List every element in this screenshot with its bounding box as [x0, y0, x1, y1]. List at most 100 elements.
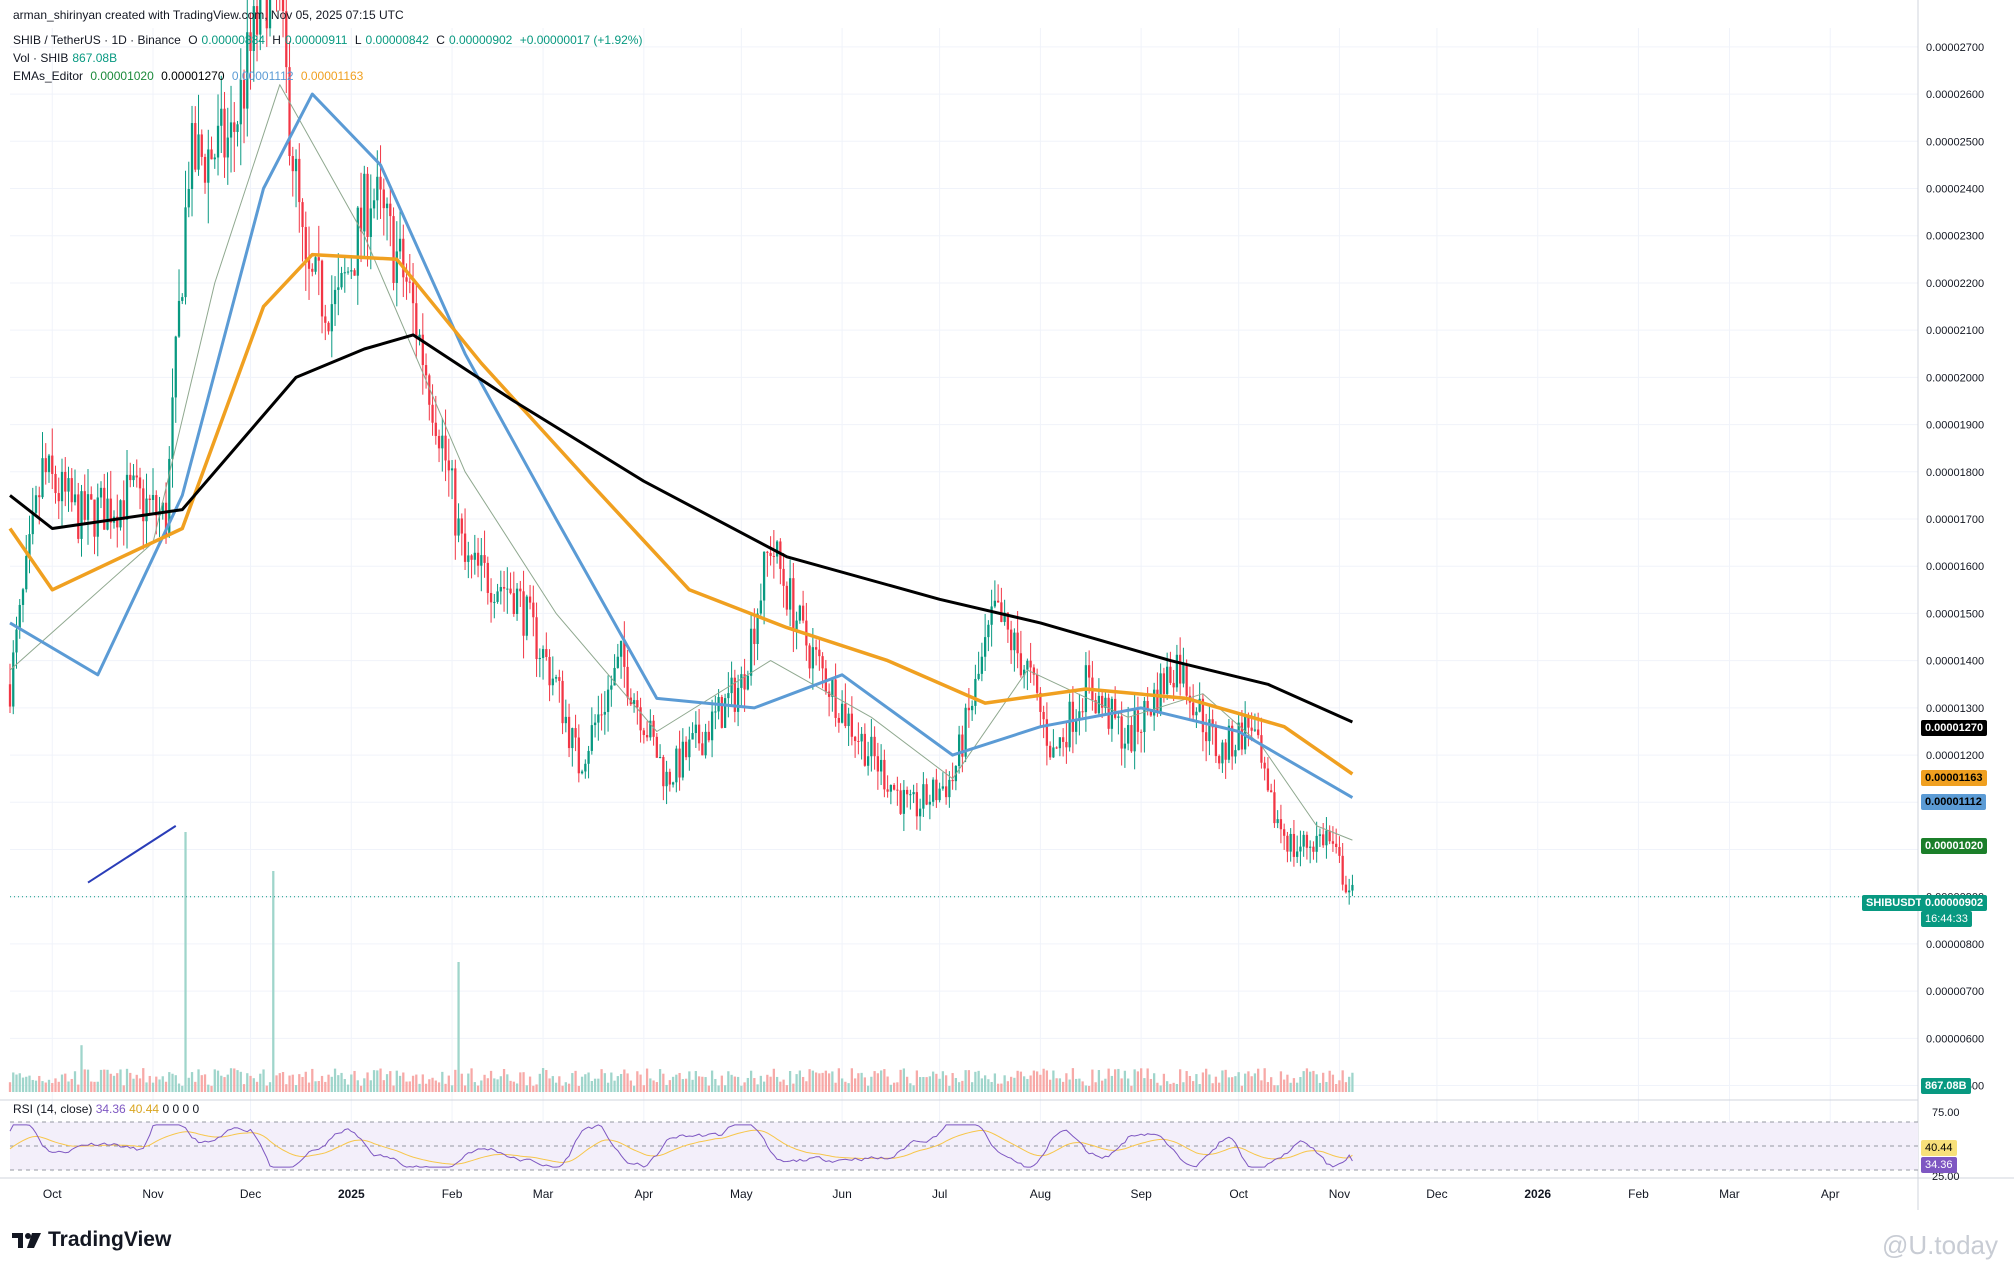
candle-body [837, 717, 840, 723]
volume-bar [343, 1079, 346, 1092]
candle-body [1172, 682, 1175, 688]
candle-body [1166, 666, 1169, 694]
volume-bar [967, 1070, 971, 1092]
volume-bar [1127, 1078, 1130, 1092]
tradingview-logo[interactable]: TradingView [12, 1228, 171, 1252]
volume-bar [129, 1072, 132, 1092]
volume-bar [1146, 1068, 1149, 1092]
candle-body [190, 123, 194, 190]
volume-bar [1016, 1070, 1019, 1092]
candle-body [896, 789, 899, 791]
candle-body [944, 786, 948, 798]
candle-body [369, 208, 372, 237]
volume-bar [899, 1069, 902, 1092]
ema50-line [9, 92, 1354, 799]
candle-body [883, 759, 886, 790]
candle-body [840, 703, 844, 723]
candle-body [109, 498, 112, 523]
volume-bar [25, 1076, 28, 1092]
volume-bar [600, 1069, 603, 1092]
ohlc-high-label: H [272, 33, 281, 47]
volume-bar [866, 1085, 870, 1092]
candle-body [961, 734, 964, 757]
time-tick-label: 2026 [1524, 1187, 1551, 1201]
candle-body [941, 786, 945, 789]
candle-body [1247, 715, 1250, 728]
volume-bar [974, 1071, 977, 1092]
volume-bar [103, 1069, 106, 1092]
volume-bar [512, 1081, 515, 1092]
candle-body [1260, 735, 1263, 763]
volume-bar [782, 1079, 785, 1092]
volume-bar [519, 1072, 522, 1092]
candle-body [1133, 710, 1136, 752]
candle-body [593, 722, 597, 726]
volume-bar [1068, 1079, 1071, 1092]
candle-body [814, 647, 818, 650]
volume-bar [902, 1068, 906, 1092]
volume-bar [1198, 1084, 1201, 1092]
time-tick-label: Apr [634, 1187, 653, 1201]
candle-body [710, 711, 714, 741]
candle-body [64, 471, 67, 492]
candle-body [733, 677, 736, 712]
volume-bar [12, 1072, 15, 1092]
candle-body [727, 693, 730, 699]
volume-bar [818, 1073, 821, 1092]
candle-body [909, 794, 912, 796]
price-tick-label: 0.00002200 [1926, 278, 1984, 290]
volume-bar [424, 1083, 428, 1092]
volume-bar [431, 1077, 434, 1092]
candle-body [499, 587, 502, 592]
volume-bar [382, 1080, 385, 1092]
candle-body [603, 711, 606, 715]
candle-body [1140, 731, 1143, 733]
volume-bar [262, 1069, 265, 1092]
time-tick-label: 2025 [338, 1187, 365, 1201]
volume-bar [762, 1081, 766, 1092]
volume-bar [925, 1077, 928, 1092]
candle-body [694, 724, 697, 734]
candle-body [382, 189, 385, 209]
volume-bar [392, 1085, 395, 1092]
candle-body [951, 779, 954, 782]
candle-body [1214, 727, 1218, 757]
volume-bar [831, 1071, 834, 1092]
candle-body [987, 624, 990, 638]
candle-body [1344, 884, 1348, 893]
volume-bar [1013, 1077, 1016, 1092]
candle-body [905, 789, 909, 795]
volume-bar [561, 1085, 564, 1092]
candle-body [1221, 742, 1224, 764]
candle-body [655, 736, 658, 758]
volume-bar [1312, 1070, 1315, 1092]
candle-body [779, 541, 782, 569]
volume-bar [551, 1076, 554, 1092]
volume-bar [138, 1078, 142, 1092]
candle-body [964, 707, 967, 757]
candle-body [86, 494, 90, 520]
candle-body [161, 502, 164, 512]
volume-bar [226, 1074, 229, 1092]
candle-body [519, 588, 522, 592]
volume-bar [1003, 1075, 1006, 1092]
volume-bar [197, 1069, 200, 1092]
candle-body [915, 792, 919, 817]
candle-body [1039, 692, 1042, 712]
candle-body [606, 689, 610, 712]
rsi-ma-tag: 40.44 [1921, 1140, 1957, 1156]
volume-bar [450, 1085, 454, 1092]
candle-body [577, 737, 580, 774]
symbol-tag: SHIBUSDT [1862, 895, 1927, 911]
candle-body [970, 705, 974, 711]
candle-body [395, 251, 398, 283]
candle-body [1136, 710, 1140, 732]
volume-bar [288, 1075, 291, 1092]
candle-body [925, 784, 928, 805]
ohlc-close-label: C [436, 33, 445, 47]
volume-bar [272, 871, 275, 1092]
time-tick-label: Apr [1821, 1187, 1840, 1201]
volume-bar [454, 1069, 457, 1092]
volume-bar [603, 1073, 606, 1092]
